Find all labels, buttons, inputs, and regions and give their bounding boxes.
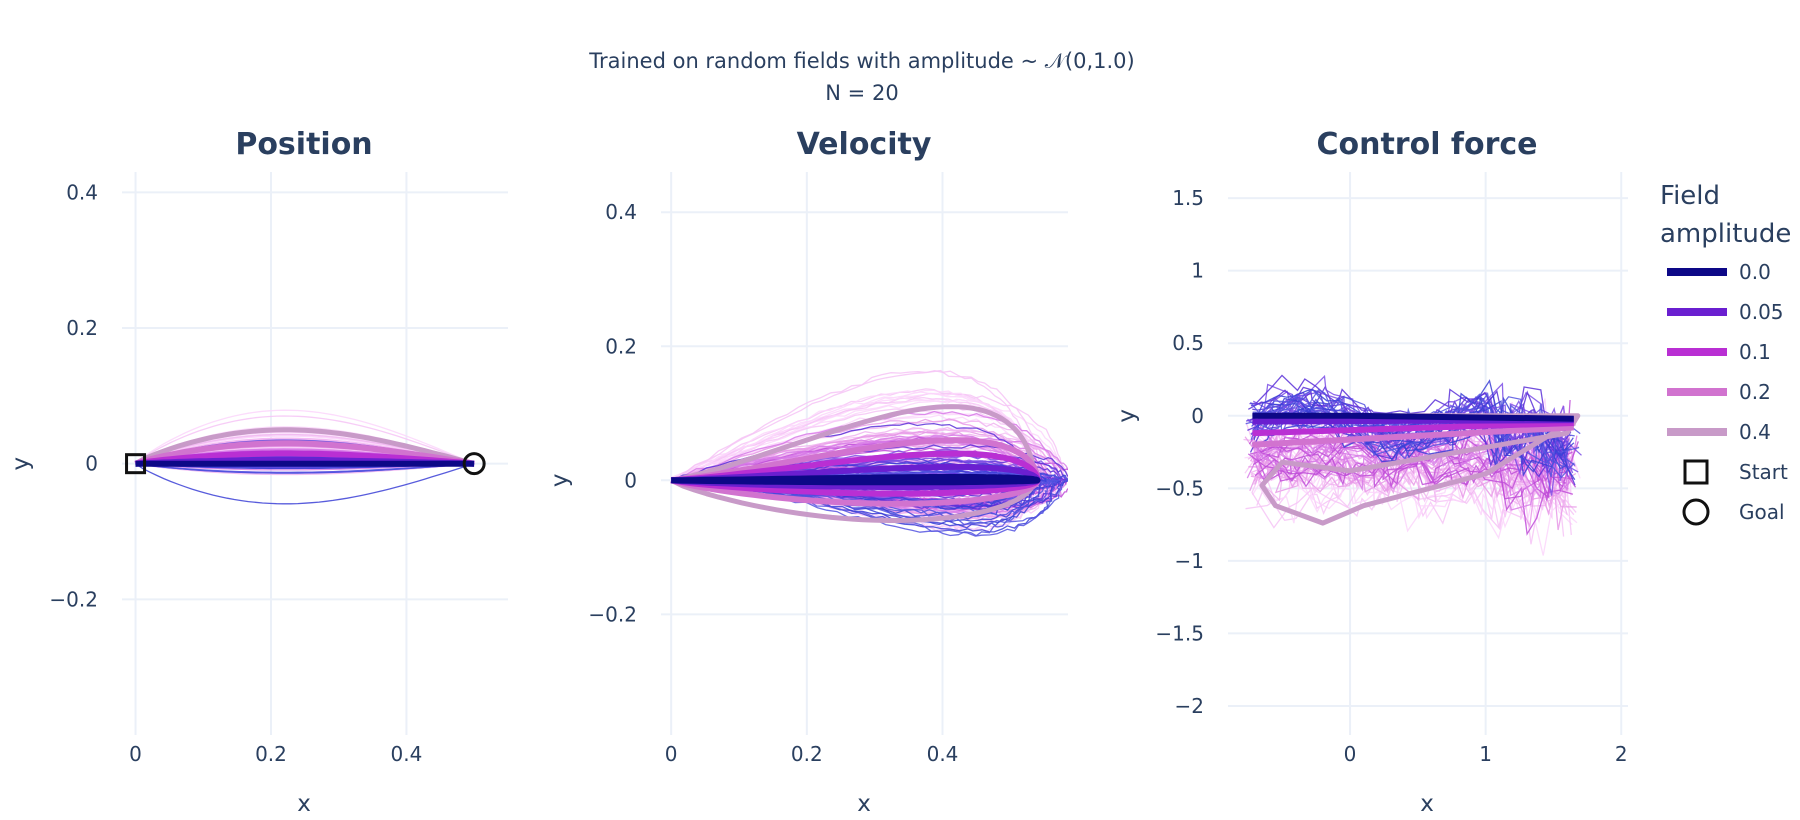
x-axis-label: x — [857, 791, 871, 817]
mean-line-0-4 — [134, 427, 475, 467]
plot-area — [670, 369, 1068, 537]
plot-area — [1243, 374, 1582, 556]
x-tick-label: 0.4 — [391, 742, 423, 766]
mean-traces — [134, 427, 475, 467]
y-tick-label: 0.4 — [605, 200, 637, 224]
x-tick-label: 1 — [1479, 742, 1492, 766]
mean-line-0-0 — [671, 474, 1041, 486]
mean-line-0-2 — [1252, 424, 1574, 448]
trace-line — [135, 415, 475, 465]
mean-line-0-0 — [1252, 412, 1574, 422]
legend-label: 0.05 — [1739, 300, 1784, 324]
y-tick-label: −1.5 — [1155, 621, 1204, 645]
legend-label-goal: Goal — [1739, 500, 1785, 524]
y-tick-label: 1 — [1191, 259, 1204, 283]
subplot-title: Position — [235, 127, 372, 162]
trace-line — [135, 463, 475, 474]
trace-line — [671, 470, 1068, 526]
y-axis-label: y — [547, 473, 573, 487]
trace-line — [1252, 388, 1575, 478]
legend-label-start: Start — [1739, 460, 1788, 484]
y-axis-label: y — [1114, 409, 1140, 423]
trace-line — [1256, 456, 1574, 501]
trace-line — [135, 409, 475, 465]
y-axis-label: y — [8, 457, 34, 471]
y-tick-label: 0.4 — [66, 180, 98, 204]
x-tick-label: 2 — [1615, 742, 1628, 766]
y-tick-label: −2 — [1175, 694, 1204, 718]
square-icon — [1683, 459, 1709, 485]
legend-label: 0.1 — [1739, 340, 1771, 364]
subplot-control-force: 0 1 2 −2 −1.5 −1 −0.5 0 0.5 1 1.5 Control force x y — [1114, 127, 1628, 817]
figure-subtitle: N = 20 — [825, 81, 898, 105]
mean-line-0-1 — [1252, 420, 1574, 437]
x-tick-label: 0 — [129, 742, 142, 766]
legend: Field amplitude 0.0 0.05 0.1 0.2 0.4 Start Goal — [1660, 181, 1791, 526]
trace-line — [1252, 441, 1579, 500]
plot-area — [134, 409, 475, 505]
legend-title-line2: amplitude — [1660, 219, 1791, 249]
mean-traces — [670, 404, 1041, 523]
y-tick-label: −0.2 — [49, 587, 98, 611]
y-tick-label: 0 — [624, 468, 637, 492]
trace-line — [1247, 430, 1566, 492]
legend-item[interactable]: 0.4 — [1667, 420, 1771, 444]
x-axis-label: x — [297, 791, 311, 817]
mean-line-0-2 — [134, 440, 475, 467]
x-tick-label: 0 — [665, 742, 678, 766]
y-tick-label: 0 — [85, 452, 98, 476]
trace-line — [1257, 422, 1569, 473]
legend-label: 0.4 — [1739, 420, 1771, 444]
y-tick-label: −1 — [1175, 549, 1204, 573]
x-tick-label: 0.2 — [255, 742, 287, 766]
legend-item[interactable]: 0.05 — [1667, 300, 1784, 324]
y-tick-label: 0.2 — [605, 334, 637, 358]
figure-title: Trained on random fields with amplitude … — [588, 49, 1134, 73]
legend-item[interactable]: 0.2 — [1667, 380, 1771, 404]
legend-item[interactable]: 0.0 — [1667, 260, 1771, 284]
trace-line — [1250, 450, 1568, 508]
legend-item-start[interactable]: Start — [1683, 459, 1788, 485]
x-axis-label: x — [1420, 791, 1434, 817]
goal-marker — [462, 452, 486, 476]
subplot-velocity: 0 0.2 0.4 −0.2 0 0.2 0.4 Velocity x y — [547, 127, 1068, 817]
trace-line — [135, 463, 475, 505]
y-tick-label: −0.2 — [588, 602, 637, 626]
subplot-title: Control force — [1316, 127, 1537, 162]
y-tick-label: −0.5 — [1155, 476, 1204, 500]
y-tick-label: 0 — [1191, 404, 1204, 428]
circle-icon — [1682, 498, 1710, 526]
y-tick-label: 0.5 — [1172, 331, 1204, 355]
subplot-title: Velocity — [797, 127, 932, 162]
x-tick-label: 0.2 — [791, 742, 823, 766]
legend-title: Field — [1660, 181, 1720, 211]
mean-traces — [1252, 412, 1581, 526]
legend-item[interactable]: 0.1 — [1667, 340, 1771, 364]
x-tick-label: 0 — [1344, 742, 1357, 766]
legend-label: 0.2 — [1739, 380, 1771, 404]
start-marker — [125, 453, 147, 475]
y-tick-label: 0.2 — [66, 316, 98, 340]
y-tick-label: 1.5 — [1172, 186, 1204, 210]
x-tick-label: 0.4 — [927, 742, 959, 766]
subplot-position: 0 0.2 0.4 −0.2 0 0.2 0.4 Position x y — [8, 127, 508, 817]
legend-item-goal[interactable]: Goal — [1682, 498, 1785, 526]
legend-label: 0.0 — [1739, 260, 1771, 284]
